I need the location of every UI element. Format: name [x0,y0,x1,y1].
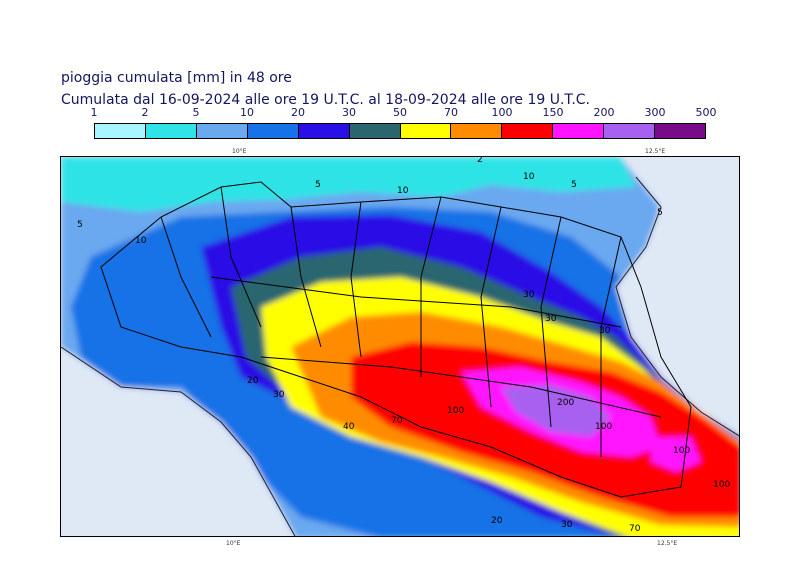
legend-label: 50 [393,106,407,119]
contour-label: 200 [557,398,574,408]
legend-label: 100 [491,106,513,119]
legend-swatch [655,124,706,138]
contour-label: 70 [391,416,403,426]
contour-label: 10 [523,172,535,182]
legend-swatch [145,124,197,138]
coord-label-bottom-left: 10°E [226,540,241,547]
contour-label: 20 [491,516,503,526]
contour-label: 30 [545,314,557,324]
ligurian-sea [61,347,295,536]
contour-label: 30 [273,390,285,400]
coord-label-bottom-right: 12.5°E [657,540,678,547]
basin-boundaries [100,181,692,498]
legend-swatch [451,124,503,138]
legend-swatch [553,124,605,138]
legend-label: 30 [342,106,356,119]
legend-label: 300 [644,106,666,119]
contour-label: 100 [713,480,730,490]
coord-label-top-right: 12.5°E [645,148,666,155]
contour-label: 5 [77,220,83,230]
contour-label: 30 [523,290,535,300]
contour-labels: 2 5 10 10 5 5 10 30 30 30 20 30 40 70 10… [77,157,730,534]
contour-label: 100 [595,422,612,432]
legend-label: 1 [90,106,98,119]
coastline-east [615,176,739,437]
legend-label: 20 [291,106,305,119]
legend-swatch [298,124,350,138]
contour-label: 10 [135,236,147,246]
legend-label: 500 [695,106,717,119]
legend-swatch [196,124,248,138]
adriatic-sea [616,157,739,436]
legend-swatch [400,124,452,138]
contour-label: 5 [571,180,577,190]
legend-label: 10 [240,106,254,119]
coastline-west [61,346,296,536]
band-200-300 [501,385,611,437]
legend-swatch [604,124,656,138]
legend-labels: 1 2 5 10 20 30 50 70 100 150 200 300 500 [90,106,717,120]
legend-swatch [349,124,401,138]
contour-label: 2 [477,157,483,165]
legend-colorbar [94,123,706,139]
map-title: pioggia cumulata [mm] in 48 ore [61,70,292,86]
band-150-200 [651,437,701,472]
contour-label: 30 [561,520,573,530]
rainfall-map-svg: 2 5 10 10 5 5 10 30 30 30 20 30 40 70 10… [61,157,739,536]
band-2-5 [61,157,636,212]
contour-label: 10 [397,186,409,196]
contour-label: 70 [629,524,641,534]
contour-label: 20 [247,376,259,386]
rainfall-map: 2 5 10 10 5 5 10 30 30 30 20 30 40 70 10… [60,156,740,537]
legend-label: 5 [192,106,200,119]
legend-label: 200 [593,106,615,119]
legend-label: 2 [141,106,149,119]
contour-label: 5 [315,180,321,190]
legend-label: 70 [444,106,458,119]
contour-label: 30 [599,326,611,336]
contour-label: 5 [657,208,663,218]
legend-swatch [502,124,554,138]
contour-label: 100 [673,446,690,456]
legend-label: 150 [542,106,564,119]
legend-swatch [247,124,299,138]
legend-swatch [95,124,146,138]
coord-label-top-left: 10°E [232,148,247,155]
map-subtitle: Cumulata dal 16-09-2024 alle ore 19 U.T.… [61,92,590,108]
contour-label: 40 [343,422,355,432]
contour-label: 100 [447,406,464,416]
